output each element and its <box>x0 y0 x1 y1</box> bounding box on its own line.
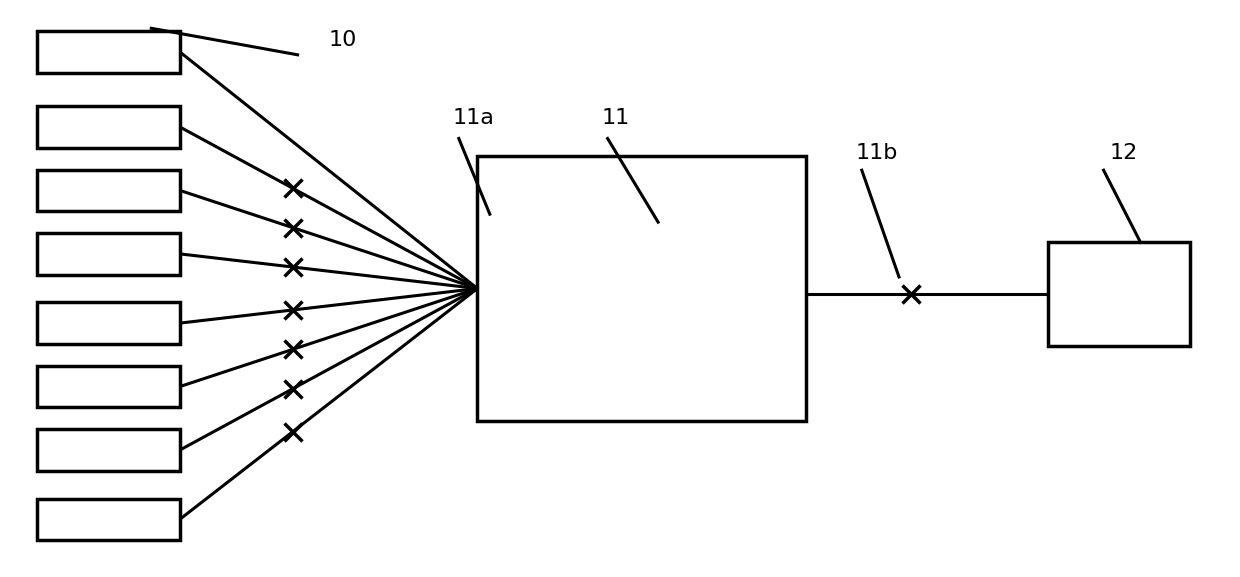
Text: 11a: 11a <box>453 108 495 128</box>
Bar <box>37 302 180 344</box>
Bar <box>37 106 180 148</box>
Bar <box>37 31 180 73</box>
Text: 11b: 11b <box>856 143 898 163</box>
Bar <box>477 156 806 421</box>
Bar <box>1048 242 1190 346</box>
Text: 11: 11 <box>601 108 630 128</box>
Text: 10: 10 <box>329 31 357 50</box>
Bar <box>37 366 180 407</box>
Bar <box>37 233 180 275</box>
Bar <box>37 170 180 211</box>
Text: 12: 12 <box>1110 143 1138 163</box>
Bar <box>37 429 180 471</box>
Bar <box>37 499 180 540</box>
